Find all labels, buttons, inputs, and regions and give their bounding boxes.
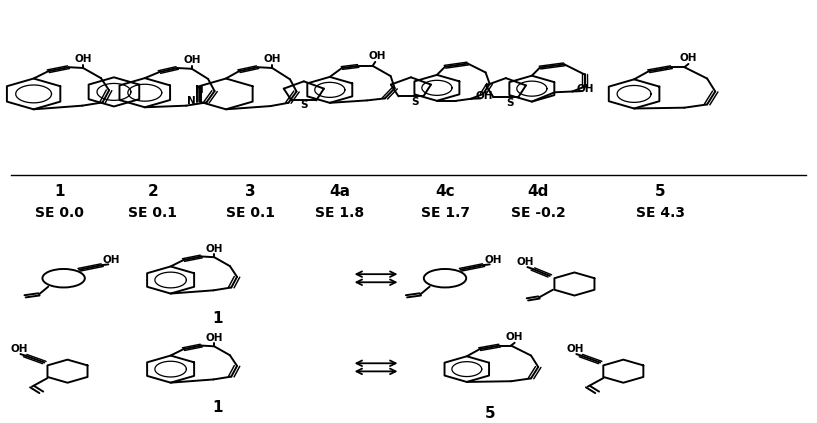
Text: OH: OH	[205, 244, 223, 254]
Text: 3: 3	[245, 184, 256, 199]
Text: SE 1.7: SE 1.7	[421, 206, 470, 220]
Text: OH: OH	[10, 343, 28, 354]
Text: OH: OH	[103, 255, 120, 265]
Text: SE -0.2: SE -0.2	[511, 206, 565, 220]
Text: OH: OH	[263, 54, 281, 64]
Text: S: S	[507, 98, 514, 107]
Text: 4a: 4a	[329, 184, 350, 199]
Text: S: S	[411, 97, 419, 107]
Text: SE 4.3: SE 4.3	[636, 206, 685, 220]
Text: 2: 2	[148, 184, 158, 199]
Text: OH: OH	[484, 255, 502, 265]
Text: OH: OH	[183, 55, 201, 65]
Text: S: S	[300, 100, 307, 110]
Text: OH: OH	[368, 51, 386, 61]
Text: OH: OH	[475, 91, 493, 101]
Text: SE 0.1: SE 0.1	[128, 206, 177, 220]
Text: 1: 1	[212, 400, 223, 415]
Text: OH: OH	[74, 54, 92, 64]
Text: OH: OH	[566, 343, 583, 354]
Text: N: N	[187, 96, 195, 106]
Text: OH: OH	[516, 257, 534, 267]
Text: 5: 5	[654, 184, 665, 199]
Text: OH: OH	[205, 333, 223, 343]
Text: SE 1.8: SE 1.8	[315, 206, 364, 220]
Text: SE 0.1: SE 0.1	[225, 206, 275, 220]
Text: 1: 1	[54, 184, 65, 199]
Text: OH: OH	[577, 83, 594, 93]
Text: 5: 5	[484, 407, 495, 421]
Text: OH: OH	[680, 53, 697, 63]
Text: 4c: 4c	[435, 184, 455, 199]
Text: 1: 1	[212, 311, 223, 326]
Text: SE 0.0: SE 0.0	[35, 206, 84, 220]
Text: OH: OH	[506, 332, 524, 342]
Text: N: N	[194, 85, 203, 95]
Text: 4d: 4d	[528, 184, 549, 199]
